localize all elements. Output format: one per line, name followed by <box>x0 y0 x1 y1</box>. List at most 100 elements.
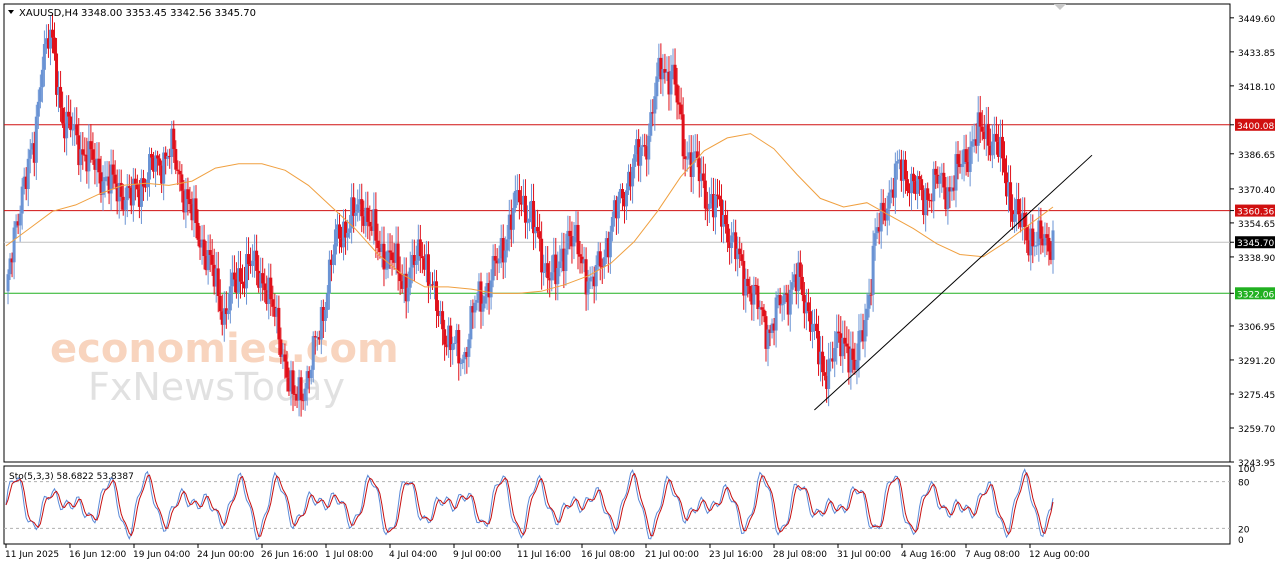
candle-body <box>869 294 873 296</box>
candle-body <box>944 187 948 210</box>
candle-body <box>912 173 916 182</box>
candle-body <box>463 351 467 360</box>
candle-body <box>178 170 182 175</box>
time-tick-label: 12 Aug 00:00 <box>1029 550 1090 560</box>
candle-body <box>73 124 77 130</box>
candle-body <box>746 278 750 287</box>
candle-body <box>238 268 242 282</box>
candle-body <box>988 145 992 156</box>
candle-body <box>635 139 639 155</box>
candle-body <box>819 351 823 365</box>
candle-body <box>206 250 210 271</box>
candle-body <box>265 290 269 304</box>
candle-body <box>279 339 283 357</box>
candle-body <box>1013 214 1017 222</box>
candle-body <box>907 190 911 194</box>
candle-body <box>164 152 168 159</box>
candle-body <box>368 221 372 227</box>
candle-body <box>22 176 26 187</box>
candle-body <box>792 274 796 283</box>
candle-body <box>186 189 190 199</box>
candle-body <box>760 307 764 310</box>
candle-body <box>251 260 255 267</box>
candle-body <box>305 371 309 389</box>
time-tick-label: 21 Jul 00:00 <box>645 550 699 560</box>
candle-body <box>720 199 724 227</box>
candle-body <box>806 302 810 312</box>
candle-body <box>75 124 79 136</box>
candle-body <box>315 337 319 339</box>
candle-body <box>89 141 93 150</box>
candle-body <box>600 266 604 268</box>
candle-body <box>891 189 895 198</box>
candle-body <box>34 116 38 163</box>
candle-body <box>618 189 622 197</box>
candle-body <box>691 152 695 177</box>
price-tick-label: 3275.45 <box>1238 391 1275 401</box>
candle-body <box>1009 182 1013 212</box>
candle-body <box>156 155 160 159</box>
candle-body <box>380 243 384 253</box>
stochastic-level-label: 100 <box>1238 465 1255 475</box>
candle-body <box>707 203 711 209</box>
candle-body <box>342 221 346 248</box>
candle-body <box>386 250 390 269</box>
candle-body <box>768 329 772 333</box>
candle-body <box>384 268 388 270</box>
chevron-down-icon[interactable] <box>8 10 14 14</box>
candle-body <box>253 250 257 261</box>
candle-body <box>790 282 794 290</box>
candle-body <box>604 238 608 258</box>
candle-body <box>859 330 863 332</box>
candle-body <box>388 250 392 253</box>
candle-body <box>1045 234 1049 238</box>
candle-body <box>875 227 879 234</box>
candle-body <box>184 189 188 213</box>
candle-body <box>289 370 293 392</box>
candle-body <box>267 277 271 304</box>
candle-body <box>717 195 721 200</box>
candle-body <box>986 123 990 146</box>
chart-header: XAUUSD,H4 3348.00 3353.45 3342.56 3345.7… <box>8 8 256 19</box>
candle-body <box>449 325 453 351</box>
candle-body <box>889 189 893 193</box>
trendline[interactable] <box>814 154 1093 411</box>
candle-body <box>620 189 624 199</box>
candle-body <box>893 163 897 198</box>
candle-body <box>303 388 307 401</box>
candle-body <box>782 293 786 304</box>
candle-body <box>602 257 606 267</box>
candle-body <box>44 38 48 44</box>
candle-body <box>188 198 192 205</box>
candle-body <box>968 146 972 173</box>
candle-body <box>14 221 18 228</box>
candle-body <box>625 190 629 207</box>
time-tick-label: 9 Jul 00:00 <box>453 550 502 560</box>
candle-body <box>283 354 287 362</box>
time-tick-label: 26 Jun 16:00 <box>261 550 318 560</box>
candle-body <box>843 337 847 344</box>
stochastic-label: Sto(5,3,3) 58.6822 53.8387 <box>9 472 134 482</box>
candle-body <box>247 254 251 265</box>
candle-body <box>48 29 52 49</box>
candle-body <box>586 281 590 295</box>
candle-body <box>560 248 564 262</box>
candle-body <box>653 96 657 114</box>
candle-body <box>497 258 501 264</box>
candle-body <box>38 87 42 102</box>
candle-body <box>930 200 934 202</box>
candle-body <box>703 180 707 209</box>
candle-body <box>410 254 414 268</box>
candle-body <box>8 258 12 275</box>
candle-body <box>521 195 525 205</box>
candle-body <box>663 69 667 73</box>
candle-body <box>800 276 804 295</box>
time-tick-label: 16 Jul 08:00 <box>581 550 635 560</box>
candle-body <box>675 84 679 103</box>
candle-body <box>281 354 285 357</box>
candle-body <box>461 359 465 364</box>
candle-body <box>475 300 479 303</box>
candle-body <box>762 309 766 317</box>
